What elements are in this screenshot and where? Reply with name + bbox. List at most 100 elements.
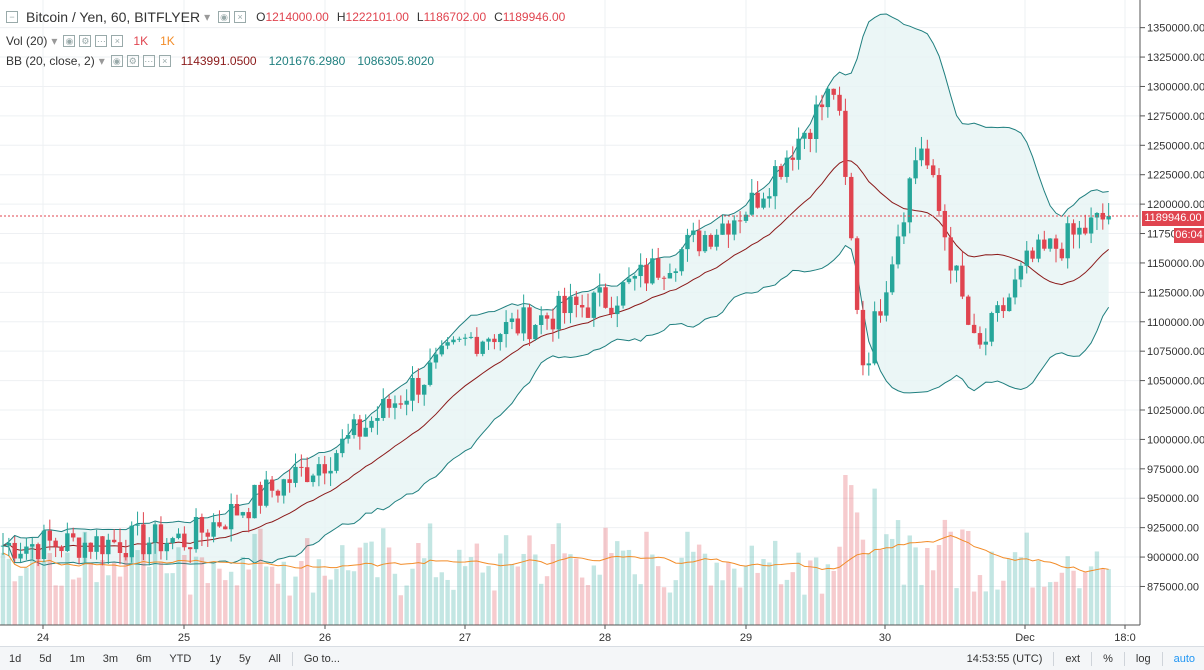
volume-bar bbox=[696, 544, 702, 625]
volume-bar bbox=[264, 566, 269, 625]
gear-icon[interactable]: ⚙ bbox=[126, 55, 139, 67]
more-icon[interactable]: ⋯ bbox=[142, 55, 155, 67]
price-chart[interactable]: 1350000.00 1325000.00 1300000.00 1275000.00… bbox=[0, 0, 1204, 646]
candle-body bbox=[644, 264, 649, 284]
candle-body bbox=[503, 322, 509, 335]
collapse-icon[interactable]: − bbox=[6, 11, 18, 23]
log-toggle[interactable]: log bbox=[1135, 652, 1151, 665]
volume-bar bbox=[18, 575, 23, 625]
volume-bar bbox=[439, 572, 444, 625]
candle-body bbox=[345, 435, 351, 439]
volume-bar bbox=[515, 566, 520, 625]
volume-bar bbox=[579, 577, 585, 625]
candle-body bbox=[264, 479, 269, 506]
bb-lower-value: 1086305.8020 bbox=[357, 54, 435, 68]
timeframe-6m[interactable]: 6m bbox=[136, 652, 152, 665]
volume-bar bbox=[141, 535, 146, 625]
close-icon[interactable]: × bbox=[158, 55, 171, 67]
volume-bar bbox=[860, 539, 866, 625]
volume-bar bbox=[1018, 557, 1024, 625]
volume-bar bbox=[76, 577, 82, 625]
x-tick-label: 29 bbox=[740, 632, 752, 644]
candle-body bbox=[1088, 217, 1094, 234]
volume-bar bbox=[667, 592, 673, 625]
bb-upper-line bbox=[2, 13, 1109, 547]
volume-bar bbox=[895, 520, 901, 625]
percent-toggle[interactable]: % bbox=[1103, 652, 1113, 665]
chevron-down-icon[interactable]: ▾ bbox=[51, 34, 58, 48]
candle-body bbox=[30, 544, 35, 547]
candle-body bbox=[1007, 297, 1012, 312]
candle-body bbox=[1012, 279, 1018, 298]
candle-body bbox=[164, 542, 169, 552]
candle-body bbox=[328, 470, 333, 474]
close-icon[interactable]: × bbox=[234, 11, 247, 23]
chevron-down-icon[interactable]: ▾ bbox=[98, 54, 105, 68]
goto-button[interactable]: Go to... bbox=[303, 652, 340, 665]
eye-icon[interactable]: ◉ bbox=[110, 55, 123, 67]
candle-body bbox=[228, 503, 234, 530]
candle-body bbox=[620, 282, 626, 306]
candle-body bbox=[568, 296, 573, 314]
candle-body bbox=[211, 522, 216, 537]
volume-bar bbox=[743, 565, 749, 625]
timeframe-5y[interactable]: 5y bbox=[238, 652, 251, 665]
auto-toggle[interactable]: auto bbox=[1173, 652, 1195, 665]
candle-body bbox=[170, 538, 175, 543]
y-tick-label: 1275000.00 bbox=[1147, 111, 1204, 123]
timeframe-ytd[interactable]: YTD bbox=[169, 652, 192, 665]
eye-icon[interactable]: ◉ bbox=[218, 11, 231, 23]
candle-body bbox=[106, 539, 111, 555]
candle-body bbox=[907, 178, 912, 223]
volume-bar bbox=[819, 593, 825, 625]
eye-icon[interactable]: ◉ bbox=[63, 35, 76, 47]
volume-bar bbox=[1012, 552, 1018, 625]
candle-body bbox=[88, 542, 93, 552]
timeframe-1d[interactable]: 1d bbox=[9, 652, 22, 665]
volume-bar bbox=[749, 545, 754, 625]
candle-body bbox=[854, 238, 860, 310]
candle-body bbox=[1059, 248, 1065, 259]
candle-body bbox=[59, 546, 64, 552]
bottom-toolbar: 1d 5d 1m 3m 6m YTD 1y 5y All Go to... 14… bbox=[0, 646, 1204, 670]
candle-body bbox=[1024, 250, 1029, 266]
candle-body bbox=[340, 438, 345, 454]
candle-body bbox=[1077, 227, 1082, 235]
candle-body bbox=[942, 210, 948, 238]
timeframe-all[interactable]: All bbox=[268, 652, 281, 665]
candle-body bbox=[743, 214, 749, 221]
ext-toggle[interactable]: ext bbox=[1065, 652, 1081, 665]
ohlc-high: H1222101.00 bbox=[336, 10, 409, 24]
volume-bar bbox=[638, 584, 643, 625]
volume-bar bbox=[65, 552, 70, 625]
candles bbox=[0, 86, 1111, 567]
candle-body bbox=[591, 292, 597, 318]
timeframe-1m[interactable]: 1m bbox=[69, 652, 85, 665]
candle-body bbox=[1001, 305, 1006, 312]
candle-body bbox=[71, 533, 76, 538]
y-tick-label: 925000.00 bbox=[1147, 523, 1199, 535]
divider bbox=[1091, 651, 1093, 666]
volume-bar bbox=[1053, 581, 1059, 625]
volume-bar bbox=[117, 576, 123, 625]
timeframe-5d[interactable]: 5d bbox=[39, 652, 52, 665]
volume-bar bbox=[451, 589, 456, 625]
gear-icon[interactable]: ⚙ bbox=[79, 35, 92, 47]
volume-bar bbox=[228, 571, 234, 625]
timeframe-1y[interactable]: 1y bbox=[209, 652, 221, 665]
more-icon[interactable]: ⋯ bbox=[95, 35, 108, 47]
candle-body bbox=[381, 399, 386, 418]
chevron-down-icon[interactable]: ▾ bbox=[204, 10, 211, 24]
candle-body bbox=[626, 278, 632, 283]
candle-body bbox=[509, 318, 515, 323]
candle-body bbox=[462, 337, 468, 339]
candle-body bbox=[82, 542, 88, 558]
candle-body bbox=[445, 342, 450, 346]
timeframe-3m[interactable]: 3m bbox=[102, 652, 119, 665]
volume-bar bbox=[615, 541, 620, 625]
close-icon[interactable]: × bbox=[111, 35, 124, 47]
candle-body bbox=[240, 512, 246, 516]
volume-bar bbox=[234, 585, 240, 625]
candle-body bbox=[977, 333, 983, 345]
x-tick-label: 18:0 bbox=[1114, 632, 1135, 644]
